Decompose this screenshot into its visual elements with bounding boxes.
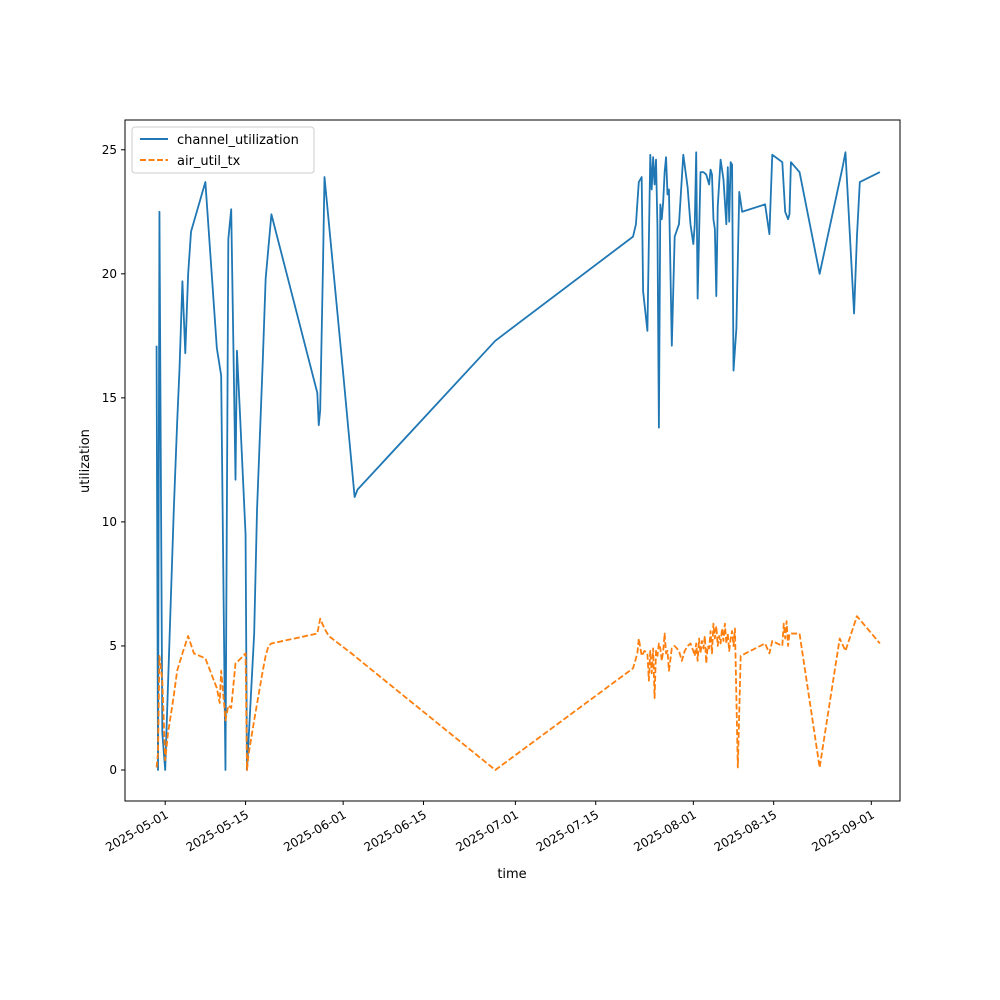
legend-label-channel-utilization: channel_utilization xyxy=(177,133,299,148)
series-line-channel-utilization xyxy=(155,151,881,771)
y-axis-label: utilization xyxy=(78,429,93,493)
y-tick-label: 25 xyxy=(102,143,117,157)
y-axis-ticks: 0 5 10 15 20 25 xyxy=(102,143,125,777)
legend-label-air-util-tx: air_util_tx xyxy=(177,154,241,169)
legend: channel_utilization air_util_tx xyxy=(131,126,315,174)
y-tick-label: 20 xyxy=(102,267,117,281)
y-tick-label: 0 xyxy=(109,763,117,777)
y-tick-label: 10 xyxy=(102,515,117,529)
series-line-air-util-tx xyxy=(155,615,881,771)
series-layer xyxy=(155,151,881,771)
y-tick-label: 5 xyxy=(109,639,117,653)
legend-box xyxy=(131,126,315,174)
x-axis-label: time xyxy=(497,867,526,882)
y-tick-label: 15 xyxy=(102,391,117,405)
plot-frame xyxy=(124,119,901,802)
